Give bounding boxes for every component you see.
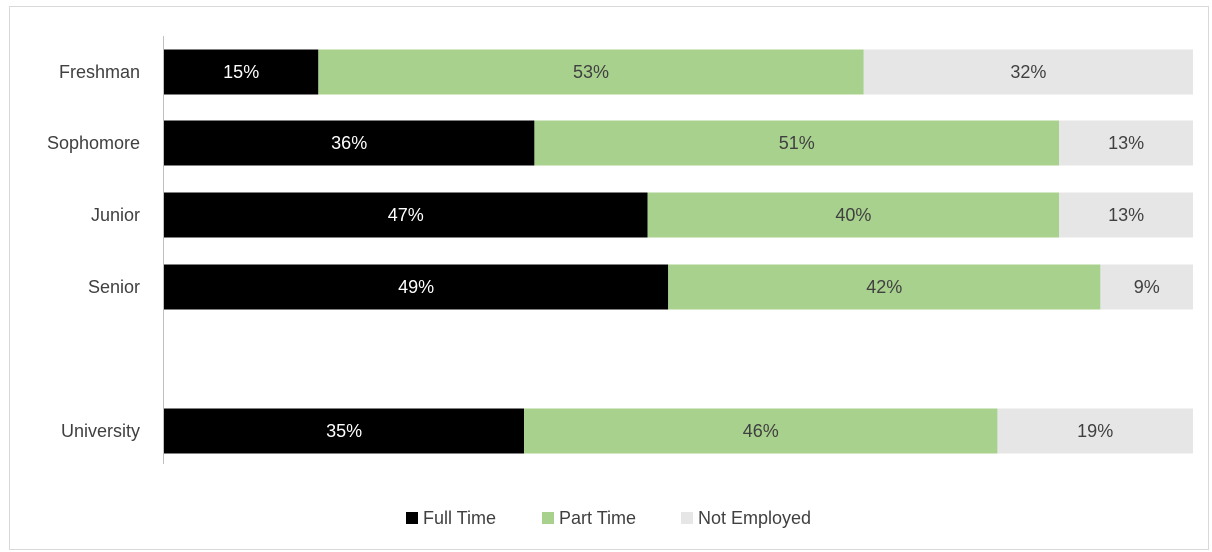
data-label-full-time-senior: 49% (398, 277, 434, 297)
data-label-part-time-sophomore: 51% (779, 133, 815, 153)
data-label-not-employed-university: 19% (1077, 421, 1113, 441)
data-label-full-time-freshman: 15% (223, 62, 259, 82)
bars-layer (164, 49, 1193, 454)
bar-full-time-sophomore (164, 120, 535, 166)
legend-swatch-part-time (542, 512, 554, 524)
legend-swatch-not-employed (681, 512, 693, 524)
legend-item-full-time: Full Time (406, 508, 496, 528)
category-label-university: University (61, 421, 140, 441)
bar-part-time-senior (668, 264, 1101, 310)
data-label-not-employed-sophomore: 13% (1108, 133, 1144, 153)
category-label-senior: Senior (88, 277, 140, 297)
legend-label-full-time: Full Time (423, 508, 496, 528)
legend-item-not-employed: Not Employed (681, 508, 811, 528)
legend-item-part-time: Part Time (542, 508, 636, 528)
bar-part-time-freshman (318, 49, 864, 95)
legend: Full Time Part Time Not Employed (406, 508, 811, 528)
bar-part-time-junior (647, 192, 1060, 238)
bar-not-employed-senior (1100, 264, 1193, 310)
data-label-part-time-junior: 40% (835, 205, 871, 225)
data-label-not-employed-junior: 13% (1108, 205, 1144, 225)
legend-label-not-employed: Not Employed (698, 508, 811, 528)
data-label-part-time-university: 46% (743, 421, 779, 441)
legend-label-part-time: Part Time (559, 508, 636, 528)
bar-full-time-senior (164, 264, 669, 310)
bar-not-employed-freshman (863, 49, 1193, 95)
category-label-junior: Junior (91, 205, 140, 225)
legend-swatch-full-time (406, 512, 418, 524)
labels-layer: Freshman 15% 53% 32% Sophomore 36% 51% 13% Junio… (47, 62, 1160, 441)
data-label-not-employed-freshman: 32% (1010, 62, 1046, 82)
bar-part-time-university (524, 408, 998, 454)
category-label-freshman: Freshman (59, 62, 140, 82)
data-label-full-time-university: 35% (326, 421, 362, 441)
data-label-part-time-freshman: 53% (573, 62, 609, 82)
bar-not-employed-sophomore (1059, 120, 1193, 166)
category-label-sophomore: Sophomore (47, 133, 140, 153)
bar-not-employed-junior (1059, 192, 1193, 238)
bar-full-time-freshman (164, 49, 319, 95)
data-label-not-employed-senior: 9% (1134, 277, 1160, 297)
data-label-full-time-junior: 47% (388, 205, 424, 225)
bar-part-time-sophomore (534, 120, 1060, 166)
bar-full-time-junior (164, 192, 648, 238)
bar-full-time-university (164, 408, 525, 454)
data-label-full-time-sophomore: 36% (331, 133, 367, 153)
data-label-part-time-senior: 42% (866, 277, 902, 297)
bar-not-employed-university (997, 408, 1193, 454)
